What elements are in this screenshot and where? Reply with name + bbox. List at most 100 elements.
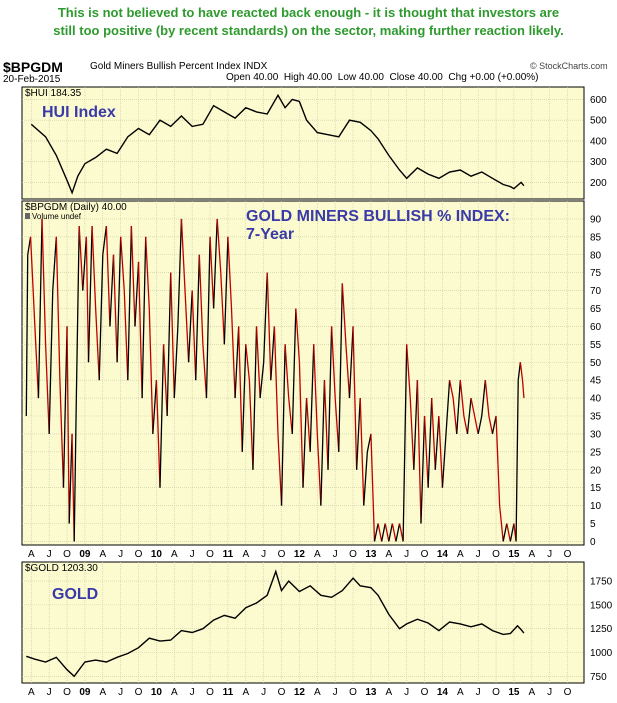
x-axis-label: A <box>314 549 321 560</box>
x-axis-label: A <box>28 687 35 698</box>
x-axis-label: O <box>421 687 429 698</box>
bpgdm-segment <box>420 415 426 524</box>
x-axis-label: O <box>492 549 500 560</box>
bpgdm-segment <box>166 272 172 417</box>
x-axis-label: J <box>118 687 123 698</box>
bpgdm-segment <box>116 236 122 363</box>
volume-legend-swatch <box>25 213 30 219</box>
gold-y-ticks: 750 1000 1250 1500 1750 <box>590 577 613 683</box>
ohlc-strip: Open 40.00 High 40.00 Low 40.00 Close 40… <box>226 72 538 83</box>
x-axis-label: O <box>278 687 286 698</box>
gold-y-tick-label: 1750 <box>590 577 613 588</box>
bpgdm-segment <box>94 308 100 381</box>
bpgdm-segment <box>366 433 372 452</box>
bpgdm-segment <box>313 344 318 434</box>
x-axis-label: 13 <box>365 687 377 698</box>
x-axis-label: A <box>528 687 535 698</box>
bpgdm-segment <box>521 380 525 399</box>
bpgdm-segment <box>373 523 379 542</box>
commentary-line-1: This is not believed to have reacted bac… <box>57 5 560 20</box>
x-axis-label: 10 <box>151 549 163 560</box>
bpgdm-annotation-line-1: GOLD MINERS BULLISH % INDEX: <box>246 208 510 225</box>
bpgdm-segment <box>245 344 251 381</box>
x-axis-label: J <box>261 687 266 698</box>
x-axis-label: J <box>404 687 409 698</box>
bpgdm-segment <box>209 236 215 309</box>
bpgdm-series-line <box>25 218 525 542</box>
x-axis-label: 09 <box>79 687 91 698</box>
bpgdm-segment <box>406 344 411 399</box>
bpgdm-segment <box>348 326 354 399</box>
bpgdm-segment <box>423 415 429 488</box>
bpgdm-segment <box>191 290 197 381</box>
bpgdm-segment <box>470 397 476 417</box>
bpgdm-segment <box>85 236 90 363</box>
bpgdm-segment <box>159 344 165 488</box>
bpgdm-segment <box>227 236 233 309</box>
bpgdm-segment <box>55 236 61 381</box>
commentary-line-2: still too positive (by recent standards)… <box>53 23 564 38</box>
x-axis-label: A <box>242 549 249 560</box>
bpgdm-segment <box>205 236 211 399</box>
x-axis-label: A <box>171 687 178 698</box>
bpgdm-segment <box>277 433 283 506</box>
chart-symbol: $BPGDM <box>3 59 63 75</box>
bpgdm-segment <box>48 290 54 434</box>
bpgdm-y-tick-label: 45 <box>590 376 602 387</box>
bpgdm-segment <box>448 380 454 399</box>
x-axis-label: O <box>421 549 429 560</box>
bpgdm-segment <box>515 380 519 542</box>
x-axis-label: A <box>242 687 249 698</box>
hui-series-line <box>30 93 525 195</box>
x-axis-label: A <box>528 549 535 560</box>
bpgdm-segment <box>370 433 376 542</box>
bpgdm-segment <box>152 380 158 434</box>
bpgdm-segment <box>381 523 386 542</box>
bpgdm-segment <box>284 344 290 399</box>
bpgdm-segment <box>288 398 293 434</box>
bpgdm-segment <box>352 326 358 470</box>
bpgdm-segment <box>102 226 108 255</box>
exchange-label: INDX <box>243 61 268 72</box>
x-axis-label: A <box>99 549 106 560</box>
bpgdm-segment <box>112 254 118 363</box>
bpgdm-segment <box>141 236 147 399</box>
bpgdm-segment <box>502 523 508 542</box>
bpgdm-annotation-line-2: 7-Year <box>246 226 294 243</box>
x-axis-label: 15 <box>508 687 520 698</box>
x-axis-label: A <box>314 687 321 698</box>
bpgdm-y-tick-label: 55 <box>590 340 602 351</box>
bpgdm-segment <box>330 326 336 399</box>
bpgdm-y-tick-label: 10 <box>590 501 602 512</box>
bpgdm-segment <box>323 380 329 470</box>
bpgdm-segment <box>241 344 247 452</box>
commentary-note: This is not believed to have reacted bac… <box>0 4 617 40</box>
gold-series-line <box>26 569 525 678</box>
bpgdm-segment <box>52 236 57 291</box>
bpgdm-segment <box>434 415 440 470</box>
bpgdm-segment <box>517 362 522 381</box>
chart-title-text: Gold Miners Bullish Percent Index <box>90 61 241 72</box>
bpgdm-segment <box>187 290 193 363</box>
gold-y-tick-label: 750 <box>590 672 607 683</box>
bpgdm-y-tick-label: 60 <box>590 322 602 333</box>
bpgdm-segment <box>309 344 315 452</box>
bpgdm-segment <box>459 380 465 417</box>
bpgdm-segment <box>127 226 133 381</box>
x-axis-label: 11 <box>223 687 234 698</box>
bpgdm-segment <box>59 380 65 488</box>
bpgdm-y-tick-label: 65 <box>590 304 602 315</box>
bpgdm-segment <box>75 226 80 399</box>
bpgdm-segment <box>29 236 36 327</box>
x-axis-label: J <box>333 687 338 698</box>
change-value: Chg +0.00 (+0.00%) <box>448 72 539 83</box>
bpgdm-segment <box>237 326 243 452</box>
bpgdm-y-tick-label: 90 <box>590 214 602 225</box>
bpgdm-y-tick-label: 20 <box>590 465 602 476</box>
bpgdm-segment <box>123 290 129 381</box>
x-axis-label: J <box>261 549 266 560</box>
bpgdm-y-tick-label: 0 <box>590 537 596 548</box>
gold-annotation: GOLD <box>52 586 98 603</box>
bpgdm-segment <box>488 415 494 435</box>
hui-y-tick-label: 300 <box>590 157 607 168</box>
